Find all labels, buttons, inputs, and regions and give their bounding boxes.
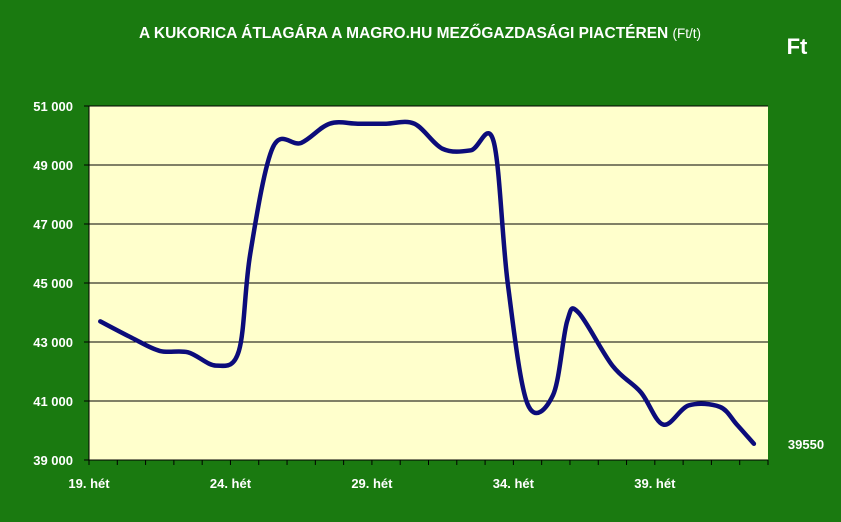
x-tick-label: 39. hét <box>634 476 676 491</box>
y-axis-label: Ft <box>787 34 808 59</box>
x-tick-label: 34. hét <box>493 476 535 491</box>
y-tick-label: 41 000 <box>33 394 73 409</box>
y-tick-label: 45 000 <box>33 276 73 291</box>
y-tick-label: 43 000 <box>33 335 73 350</box>
y-tick-label: 47 000 <box>33 217 73 232</box>
x-tick-label: 24. hét <box>210 476 252 491</box>
x-tick-label: 19. hét <box>68 476 110 491</box>
y-tick-label: 49 000 <box>33 158 73 173</box>
y-tick-label: 39 000 <box>33 453 73 468</box>
y-tick-label: 51 000 <box>33 99 73 114</box>
chart-title-unit: (Ft/t) <box>673 26 702 41</box>
chart-title-text: A KUKORICA ÁTLAGÁRA A MAGRO.HU MEZŐGAZDA… <box>139 24 668 42</box>
last-value-label: 39550 <box>788 437 824 452</box>
x-tick-label: 29. hét <box>351 476 393 491</box>
chart-title: A KUKORICA ÁTLAGÁRA A MAGRO.HU MEZŐGAZDA… <box>139 24 701 42</box>
series-line <box>98 119 757 447</box>
